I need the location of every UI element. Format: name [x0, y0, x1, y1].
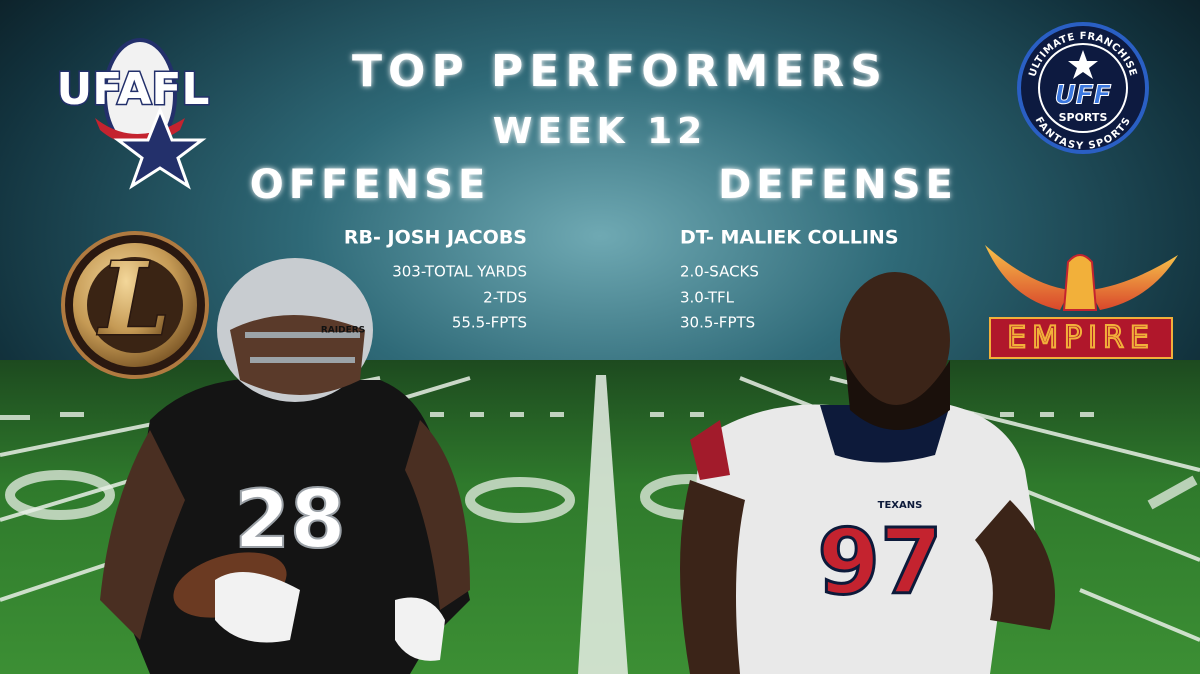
defense-stat: 30.5-FPTS: [680, 314, 755, 332]
defense-player: DT- MALIEK COLLINS: [680, 227, 899, 249]
offense-team-logo-text: L: [97, 240, 170, 358]
offense-team-logo: L: [61, 231, 209, 379]
offense-player: RB- JOSH JACOBS: [344, 227, 527, 249]
title: TOP PERFORMERS: [352, 46, 888, 97]
league-logo-text: UFAFL: [57, 64, 210, 115]
defense-stat: 2.0-SACKS: [680, 263, 759, 281]
offense-stat: 303-TOTAL YARDS: [392, 263, 527, 281]
defense-jersey-team: TEXANS: [878, 500, 923, 511]
offense-player-figure: 28 RAIDERS: [100, 258, 470, 674]
defense-jersey-number: 97: [817, 510, 942, 615]
offense-stat: 2-TDS: [483, 289, 527, 307]
offense-stat: 55.5-FPTS: [452, 314, 527, 332]
defense-player-figure: 97 TEXANS: [680, 272, 1055, 674]
offense-jersey-number: 28: [234, 473, 345, 566]
league-logo: UFAFL: [55, 38, 211, 190]
subtitle: WEEK 12: [493, 111, 707, 152]
defense-team-logo-text: EMPIRE: [1007, 321, 1155, 356]
defense-stat: 3.0-TFL: [680, 289, 735, 307]
defense-heading: DEFENSE: [718, 162, 958, 208]
defense-team-logo: EMPIRE: [985, 245, 1178, 359]
offense-heading: OFFENSE: [250, 162, 491, 208]
hash-marks: [0, 412, 1094, 420]
offense-jersey-team: RAIDERS: [321, 326, 365, 336]
sponsor-center-text: UFF: [1055, 81, 1112, 111]
sponsor-logo: ULTIMATE FRANCHISE FANTASY SPORTS UFF SP…: [1017, 22, 1149, 154]
sponsor-sub-text: SPORTS: [1059, 111, 1108, 124]
